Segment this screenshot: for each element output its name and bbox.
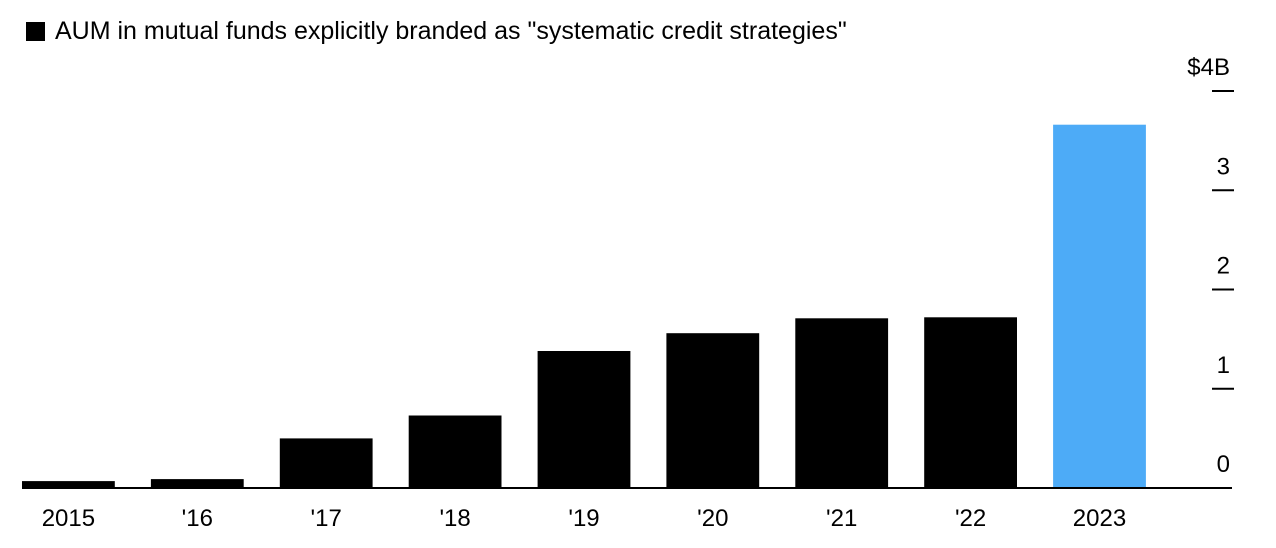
x-tick-label-5: '20 <box>697 505 728 532</box>
x-tick-label-4: '19 <box>568 505 599 532</box>
y-tick-label-2: 2 <box>1217 253 1230 280</box>
x-tick-label-2: '17 <box>311 505 342 532</box>
x-tick-label-7: '22 <box>955 505 986 532</box>
x-tick-label-1: '16 <box>182 505 213 532</box>
y-tick-label-0: 0 <box>1217 451 1230 478</box>
bar-1 <box>150 479 244 488</box>
y-tick-label-1: 1 <box>1217 352 1230 379</box>
legend: AUM in mutual funds explicitly branded a… <box>26 14 847 48</box>
legend-label: AUM in mutual funds explicitly branded a… <box>55 17 847 45</box>
bar-5 <box>666 333 760 488</box>
x-tick-label-8: 2023 <box>1073 505 1126 532</box>
bar-3 <box>408 415 502 488</box>
y-tick-label-3: 3 <box>1217 153 1230 180</box>
x-tick-label-6: '21 <box>826 505 857 532</box>
bar-7 <box>924 317 1017 488</box>
bar-0 <box>22 481 115 488</box>
bar-2 <box>279 438 373 488</box>
bar-8 <box>1053 124 1146 488</box>
x-tick-label-3: '18 <box>439 505 470 532</box>
y-tick-label-4: $4B <box>1187 54 1230 81</box>
x-tick-label-0: 2015 <box>42 505 95 532</box>
legend-swatch <box>26 21 45 41</box>
bar-4 <box>537 351 631 488</box>
bar-6 <box>795 318 889 488</box>
